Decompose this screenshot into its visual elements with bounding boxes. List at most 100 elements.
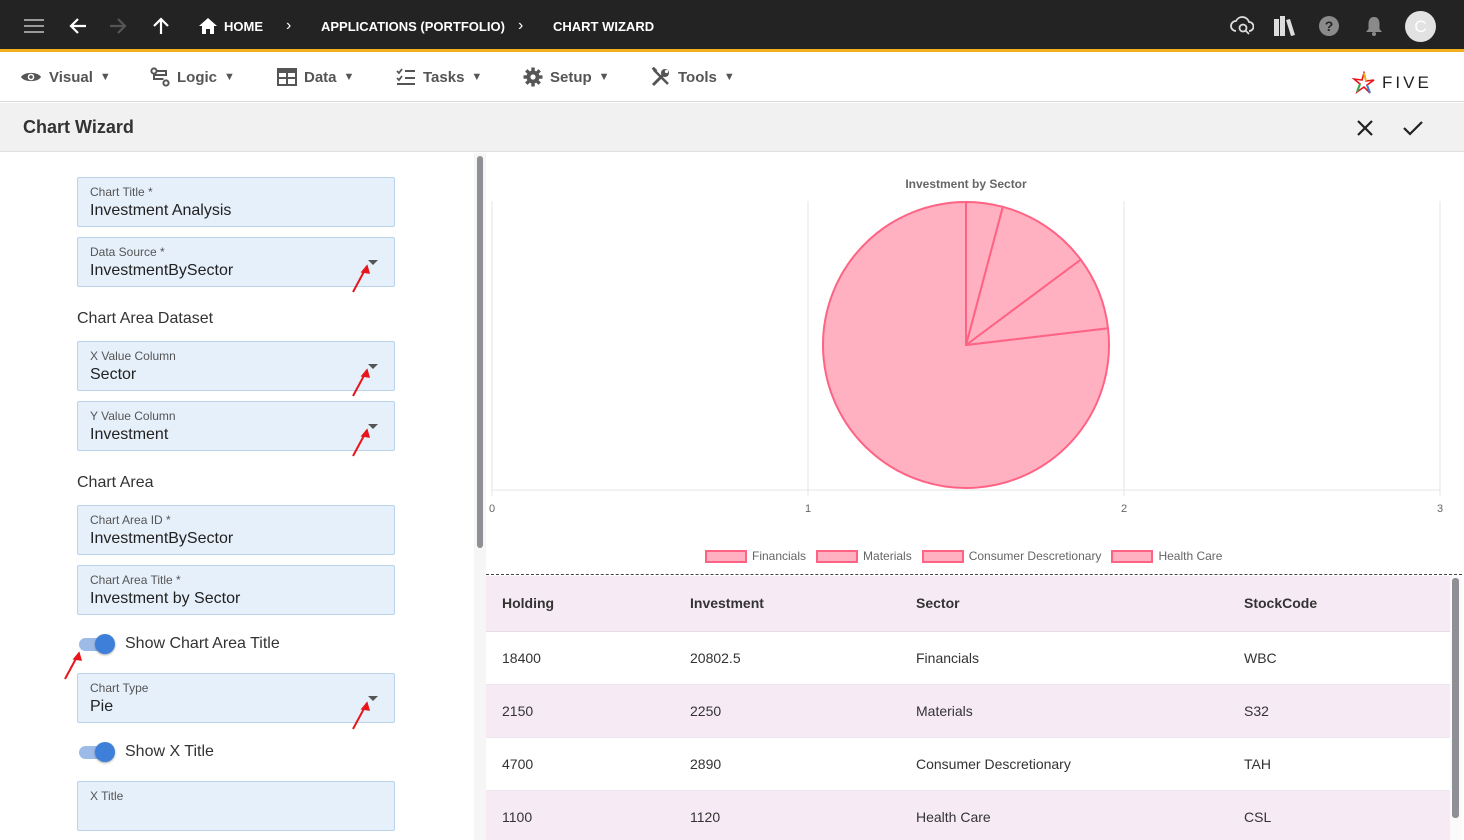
menu-bar: Visual ▼ Logic ▼ Data ▼ Tasks ▼ Setup ▼ Tools… — [0, 55, 1464, 102]
dropdown-arrow-icon[interactable] — [368, 260, 378, 265]
breadcrumb-chart-wizard: CHART WIZARD — [553, 18, 655, 34]
legend-label: Financials — [752, 549, 807, 563]
pie-chart: Investment by Sector 0 1 2 3 — [489, 177, 1443, 515]
field-label: Chart Area ID * — [90, 513, 171, 527]
logic-flow-icon — [150, 67, 170, 87]
show-chart-area-title-toggle[interactable] — [77, 634, 115, 654]
chart-title-field[interactable]: Chart Title * Investment Analysis — [77, 177, 395, 227]
show-x-title-toggle[interactable] — [77, 742, 115, 762]
pie-slice-consumer-descretionary[interactable] — [965, 205, 1082, 346]
tools-icon — [651, 67, 669, 87]
table-row[interactable]: 18400 20802.5 Financials WBC — [486, 631, 1450, 685]
field-value: Investment by Sector — [90, 590, 241, 607]
x-tick-label: 3 — [1437, 503, 1443, 515]
x-value-column-select[interactable]: X Value Column Sector — [77, 341, 395, 391]
x-tick-label: 1 — [805, 503, 811, 515]
library-books-icon[interactable] — [1271, 12, 1299, 40]
menu-label: Visual — [49, 68, 93, 86]
data-table: Holding Investment Sector StockCode 1840… — [486, 576, 1450, 840]
help-icon[interactable]: ? — [1315, 12, 1343, 40]
menu-visual[interactable]: Visual ▼ — [20, 61, 111, 93]
pie-slice-health-care[interactable] — [965, 201, 1004, 346]
menu-label: Tasks — [423, 68, 465, 86]
cancel-button[interactable] — [1352, 115, 1378, 141]
data-source-select[interactable]: Data Source * InvestmentBySector — [77, 237, 395, 287]
table-cell: CSL — [1228, 790, 1450, 840]
field-value: InvestmentBySector — [90, 530, 234, 547]
top-app-bar: HOME › APPLICATIONS (PORTFOLIO) › CHART … — [0, 0, 1464, 52]
chart-type-select[interactable]: Chart Type Pie — [77, 673, 395, 723]
column-header-holding[interactable]: Holding — [486, 576, 674, 632]
annotation-arrow-icon — [352, 428, 371, 457]
menu-label: Setup — [550, 68, 592, 86]
chart-area-title-field[interactable]: Chart Area Title * Investment by Sector — [77, 565, 395, 615]
table-scrollbar-thumb[interactable] — [1452, 578, 1459, 818]
up-arrow-icon[interactable] — [147, 12, 175, 40]
x-tick-label: 2 — [1121, 503, 1127, 515]
menu-logic[interactable]: Logic ▼ — [150, 61, 235, 93]
cloud-search-icon[interactable] — [1228, 12, 1256, 40]
svg-text:?: ? — [1325, 18, 1334, 34]
toggle-label: Show X Title — [125, 743, 214, 760]
notification-bell-icon[interactable] — [1360, 12, 1388, 40]
caret-down-icon: ▼ — [224, 71, 235, 83]
breadcrumb-applications[interactable]: APPLICATIONS (PORTFOLIO) — [321, 18, 505, 34]
legend-label: Materials — [863, 549, 912, 563]
y-value-column-select[interactable]: Y Value Column Investment — [77, 401, 395, 451]
dropdown-arrow-icon[interactable] — [368, 364, 378, 369]
column-header-sector[interactable]: Sector — [900, 576, 1228, 632]
table-row[interactable]: 2150 2250 Materials S32 — [486, 684, 1450, 738]
caret-down-icon: ▼ — [723, 71, 735, 83]
menu-tasks[interactable]: Tasks ▼ — [396, 61, 482, 93]
table-row[interactable]: 4700 2890 Consumer Descretionary TAH — [486, 737, 1450, 791]
legend-item[interactable]: Materials — [816, 549, 912, 563]
column-header-stockcode[interactable]: StockCode — [1228, 576, 1450, 632]
caret-down-icon: ▼ — [99, 71, 111, 83]
hamburger-menu-icon[interactable] — [20, 12, 48, 40]
table-cell: Financials — [900, 631, 1228, 685]
table-cell: 20802.5 — [674, 631, 900, 685]
annotation-arrow-icon — [352, 368, 371, 397]
x-title-field[interactable]: X Title — [77, 781, 395, 831]
five-logo: FIVE — [1352, 70, 1432, 96]
legend-label: Consumer Descretionary — [968, 549, 1102, 563]
check-icon — [1403, 121, 1423, 136]
dropdown-arrow-icon[interactable] — [368, 696, 378, 701]
legend-item[interactable]: Consumer Descretionary — [921, 549, 1102, 563]
menu-tools[interactable]: Tools ▼ — [651, 61, 735, 93]
table-cell: 18400 — [486, 631, 674, 685]
page-header: Chart Wizard — [0, 103, 1464, 152]
legend-item[interactable]: Financials — [705, 549, 806, 563]
caret-down-icon: ▼ — [343, 71, 355, 83]
menu-label: Tools — [678, 68, 717, 86]
close-icon — [1357, 120, 1373, 136]
forward-arrow-icon[interactable] — [104, 12, 132, 40]
menu-data[interactable]: Data ▼ — [277, 61, 354, 93]
dropdown-arrow-icon[interactable] — [368, 424, 378, 429]
field-value: Investment — [90, 426, 169, 443]
section-heading-chart-area: Chart Area — [77, 474, 154, 491]
legend-item[interactable]: Health Care — [1111, 549, 1222, 563]
column-header-investment[interactable]: Investment — [674, 576, 900, 632]
table-cell: WBC — [1228, 631, 1450, 685]
avatar[interactable]: C — [1405, 11, 1436, 42]
table-cell: 1120 — [674, 790, 900, 840]
breadcrumb-home[interactable]: HOME — [224, 18, 263, 34]
field-label: Data Source * — [90, 245, 165, 259]
save-button[interactable] — [1400, 115, 1426, 141]
table-row[interactable]: 1100 1120 Health Care CSL — [486, 790, 1450, 840]
field-label: Y Value Column — [90, 409, 176, 423]
checklist-icon — [396, 68, 415, 85]
form-scrollbar-thumb[interactable] — [477, 156, 483, 548]
page-title: Chart Wizard — [23, 117, 134, 137]
back-arrow-icon[interactable] — [64, 12, 92, 40]
table-cell: Materials — [900, 684, 1228, 738]
table-cell: Consumer Descretionary — [900, 737, 1228, 791]
show-chart-area-title-toggle-row: Show Chart Area Title — [77, 632, 280, 656]
field-label: Chart Title * — [90, 185, 153, 199]
annotation-arrow-icon — [352, 701, 371, 730]
field-value: Sector — [90, 366, 137, 383]
chart-area-id-field[interactable]: Chart Area ID * InvestmentBySector — [77, 505, 395, 555]
home-icon[interactable] — [194, 12, 222, 40]
menu-setup[interactable]: Setup ▼ — [523, 61, 610, 93]
